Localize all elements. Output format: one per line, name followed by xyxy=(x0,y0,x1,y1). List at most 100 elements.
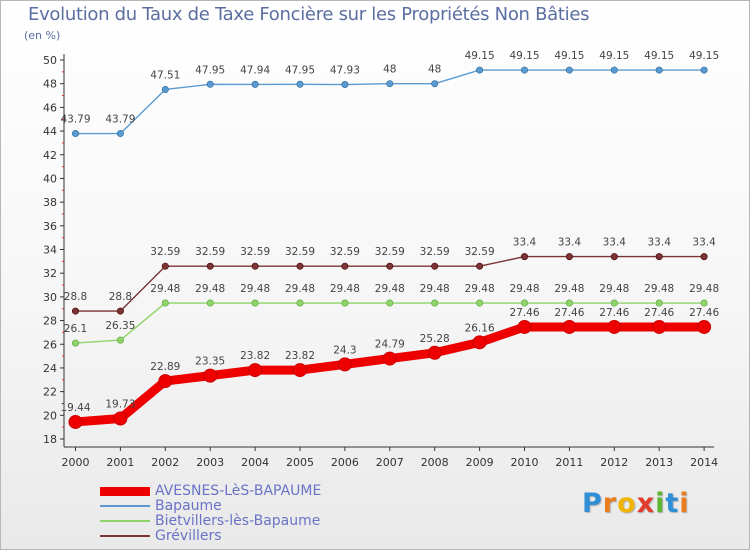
data-point xyxy=(341,262,349,270)
data-label: 49.15 xyxy=(509,50,539,62)
data-point xyxy=(700,253,708,261)
data-point xyxy=(652,319,667,334)
data-label: 32.59 xyxy=(195,246,225,258)
legend-swatch xyxy=(100,535,150,537)
y-tick-label: 50 xyxy=(43,54,57,67)
data-point xyxy=(610,66,618,74)
y-tick-label: 30 xyxy=(43,291,57,304)
data-label: 29.48 xyxy=(150,283,180,295)
data-point xyxy=(565,66,573,74)
data-point xyxy=(293,363,307,378)
data-point xyxy=(382,351,397,366)
data-point xyxy=(386,262,394,270)
data-point xyxy=(116,130,124,138)
data-point xyxy=(68,414,83,429)
legend-swatch xyxy=(100,520,150,522)
x-tick-label: 2008 xyxy=(421,456,449,469)
data-label: 27.46 xyxy=(599,307,629,319)
chart-title: Evolution du Taux de Taxe Foncière sur l… xyxy=(28,4,590,25)
data-point xyxy=(700,66,708,74)
y-tick-label: 26 xyxy=(43,338,57,351)
x-tick-label: 2000 xyxy=(62,456,90,469)
data-point xyxy=(296,80,304,88)
logo-letter: i xyxy=(655,488,666,519)
data-label: 29.48 xyxy=(285,283,315,295)
data-label: 49.15 xyxy=(465,50,495,62)
data-label: 27.46 xyxy=(509,307,539,319)
logo-letter: t xyxy=(665,488,680,519)
y-axis-unit-label: (en %) xyxy=(24,29,61,42)
data-label: 28.8 xyxy=(109,291,132,303)
data-label: 49.15 xyxy=(599,50,629,62)
y-tick-label: 34 xyxy=(43,244,57,257)
logo-letter: x xyxy=(636,488,656,519)
legend-label: Grévillers xyxy=(155,528,222,544)
data-label: 28.8 xyxy=(64,291,87,303)
y-tick-label: 24 xyxy=(43,362,57,375)
data-point xyxy=(565,253,573,261)
data-label: 29.48 xyxy=(195,283,225,295)
data-label: 29.48 xyxy=(554,283,584,295)
data-point xyxy=(520,253,528,261)
data-point xyxy=(517,319,532,334)
data-label: 24.79 xyxy=(375,339,405,351)
data-point xyxy=(700,299,708,307)
data-point xyxy=(341,81,349,89)
x-tick-label: 2009 xyxy=(466,456,494,469)
y-tick-label: 36 xyxy=(43,220,57,233)
data-point xyxy=(431,299,439,307)
legend-label: Bapaume xyxy=(155,498,222,514)
data-point xyxy=(337,357,352,372)
x-tick-label: 2004 xyxy=(241,456,269,469)
data-label: 22.89 xyxy=(150,361,180,373)
logo-letter: i xyxy=(679,488,690,519)
y-tick-label: 40 xyxy=(43,172,57,185)
data-label: 26.16 xyxy=(465,322,495,334)
y-tick-label: 32 xyxy=(43,267,57,280)
data-label: 33.4 xyxy=(558,237,582,249)
y-tick-label: 20 xyxy=(43,409,57,422)
data-label: 33.4 xyxy=(692,237,716,249)
data-label: 23.35 xyxy=(195,356,225,368)
logo-letter: r xyxy=(602,488,618,519)
data-label: 47.95 xyxy=(285,64,315,76)
data-label: 29.48 xyxy=(599,283,629,295)
data-label: 32.59 xyxy=(330,246,360,258)
data-label: 27.46 xyxy=(644,307,674,319)
data-point xyxy=(520,66,528,74)
data-label: 49.15 xyxy=(554,50,584,62)
data-point xyxy=(562,319,577,334)
data-point xyxy=(431,80,439,88)
data-label: 32.59 xyxy=(420,246,450,258)
data-label: 43.79 xyxy=(60,114,90,126)
data-point xyxy=(206,262,214,270)
data-label: 29.48 xyxy=(509,283,539,295)
data-point xyxy=(161,85,169,93)
data-label: 29.48 xyxy=(465,283,495,295)
data-point xyxy=(655,253,663,261)
legend-label: Bietvillers-lès-Bapaume xyxy=(155,513,321,529)
x-tick-label: 2003 xyxy=(196,456,224,469)
y-tick-label: 44 xyxy=(43,125,57,138)
x-tick-label: 2002 xyxy=(151,456,179,469)
data-point xyxy=(113,411,128,426)
data-label: 24.3 xyxy=(333,344,356,356)
data-label: 32.59 xyxy=(465,246,495,258)
data-point xyxy=(427,345,442,360)
data-point xyxy=(161,262,169,270)
data-point xyxy=(472,335,487,350)
data-point xyxy=(72,307,80,315)
legend-swatch xyxy=(100,487,150,496)
legend-swatch xyxy=(100,505,150,507)
series-bietvillers-l-s-bapaume xyxy=(72,299,708,347)
data-label: 48 xyxy=(428,64,441,76)
y-tick-label: 42 xyxy=(43,149,57,162)
data-label: 23.82 xyxy=(285,350,315,362)
data-label: 32.59 xyxy=(375,246,405,258)
series-bapaume xyxy=(72,66,708,138)
data-point xyxy=(476,299,484,307)
data-label: 25.28 xyxy=(420,333,450,345)
legend-label: AVESNES-LèS-BAPAUME xyxy=(155,483,322,499)
data-label: 32.59 xyxy=(240,246,270,258)
